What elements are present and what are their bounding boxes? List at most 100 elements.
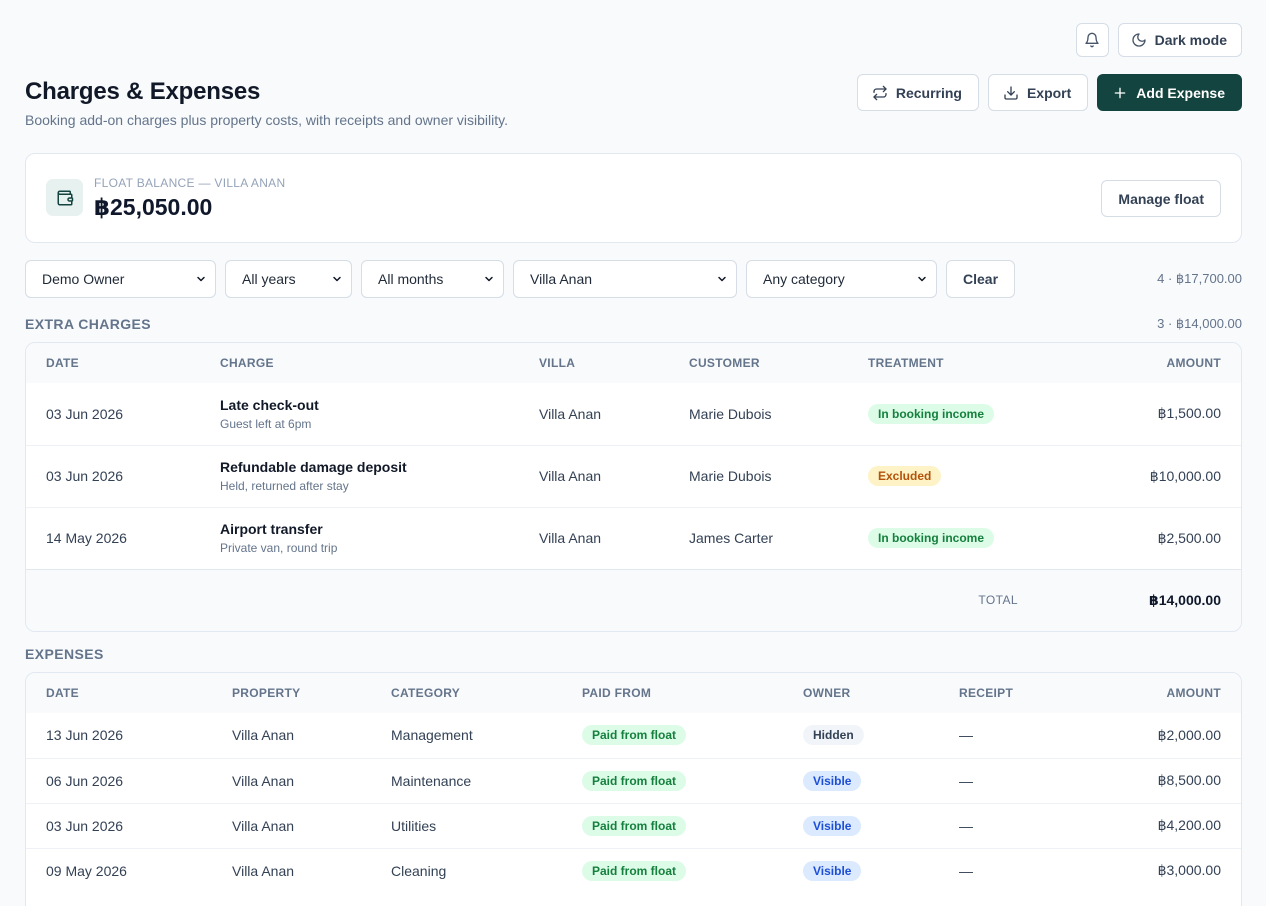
treatment-badge: In booking income [868,403,995,424]
paid-from-badge: Paid from float [582,815,687,836]
expenses-title: EXPENSES [25,646,104,662]
page-title: Charges & Expenses [25,78,261,105]
charge-name: Airport transfer [220,521,323,537]
column-header: PROPERTY [212,673,371,713]
owner-cell: Visible [783,757,939,803]
charge-customer: Marie Dubois [669,444,848,507]
expense-receipt: — [939,847,1089,893]
table-row[interactable]: 13 Jun 2026 Villa Anan Management Paid f… [26,713,1241,758]
plus-icon [1114,87,1126,98]
extra-charges-header: EXTRA CHARGES 3 · ฿14,000.00 [25,314,1242,334]
charge-name: Refundable damage deposit [220,459,407,475]
manage-float-button[interactable]: Manage float [1101,180,1221,217]
topbar: Dark mode [1075,23,1242,57]
owner-select[interactable]: Demo Owner [25,260,216,298]
category-select-value: Any category [763,271,845,287]
chevron-down-icon [333,276,341,282]
download-icon [1004,85,1018,100]
column-header: AMOUNT [1089,673,1241,713]
treatment-badge: Excluded [868,466,942,486]
charge-villa: Villa Anan [519,506,669,569]
chevron-down-icon [718,276,726,282]
column-header: DATE [26,343,200,383]
charge-cell: Airport transfer Private van, round trip [200,506,519,569]
charge-customer: James Carter [669,506,848,569]
charge-note: Held, returned after stay [220,479,349,493]
paid-from-cell: Paid from float [562,757,783,803]
table-row[interactable]: 09 May 2026 Villa Anan Cleaning Paid fro… [26,847,1241,893]
expense-date: 06 Jun 2026 [26,757,212,803]
expense-category: Management [391,727,473,744]
add-expense-button[interactable]: Add Expense [1097,74,1242,111]
table-row[interactable]: 03 Jun 2026 Villa Anan Utilities Paid fr… [26,802,1241,848]
expense-amount: ฿8,500.00 [1089,757,1241,803]
paid-from-cell: Paid from float [562,802,783,848]
expense-category: Utilities [371,802,562,848]
expense-category: Cleaning [371,847,562,893]
owner-visibility-badge[interactable]: Visible [803,770,862,791]
villa-select[interactable]: Villa Anan [513,260,737,298]
paid-from-badge: Paid from float [582,725,687,746]
charge-cell: Late check-out Guest left at 6pm [200,383,519,445]
column-header: CATEGORY [371,673,562,713]
dark-mode-button[interactable]: Dark mode [1117,23,1242,57]
charge-cell: Refundable damage deposit Held, returned… [200,444,519,507]
expense-date: 03 Jun 2026 [26,802,212,848]
paid-from-cell: Paid from float [562,847,783,893]
extra-charges-table: DATE CHARGE VILLA CUSTOMER TREATMENT AMO… [25,342,1242,632]
charge-date: 14 May 2026 [26,506,200,569]
charge-name: Late check-out [220,396,319,413]
expense-receipt: — [959,727,973,744]
chevron-down-icon [197,276,205,282]
charge-note: Guest left at 6pm [220,416,312,431]
expense-property: Villa Anan [212,847,371,893]
treatment-cell: In booking income [848,383,1038,445]
expense-property: Villa Anan [232,727,295,744]
year-select[interactable]: All years [225,260,352,298]
table-row[interactable]: 03 Jun 2026 Late check-out Guest left at… [26,383,1241,445]
wallet-icon [57,190,73,205]
owner-cell: Visible [783,847,939,893]
owner-visibility-badge[interactable]: Visible [803,860,862,881]
extra-charges-title: EXTRA CHARGES [25,316,152,332]
expense-amount: ฿4,200.00 [1089,802,1241,848]
table-row[interactable]: 06 Jun 2026 Villa Anan Maintenance Paid … [26,757,1241,803]
chevron-down-icon [918,276,926,282]
expense-date: 09 May 2026 [26,847,212,893]
expense-amount: ฿3,000.00 [1089,847,1241,893]
expense-property: Villa Anan [212,802,371,848]
recurring-button[interactable]: Recurring [856,74,979,111]
total-label: TOTAL [26,568,1038,631]
month-select[interactable]: All months [361,260,504,298]
owner-cell: Hidden [783,713,939,758]
treatment-badge: In booking income [868,528,995,548]
dark-mode-label: Dark mode [1154,32,1227,48]
clear-filters-button[interactable]: Clear [946,260,1016,298]
export-label: Export [1026,84,1072,101]
notifications-button[interactable] [1075,23,1109,57]
column-header: CUSTOMER [669,343,848,383]
charge-villa: Villa Anan [539,405,602,422]
month-select-value: All months [378,271,444,287]
villa-select-value: Villa Anan [530,271,593,287]
expense-date: 13 Jun 2026 [46,727,124,744]
owner-visibility-badge[interactable]: Hidden [803,725,864,746]
paid-from-cell: Paid from float [562,713,783,758]
owner-select-value: Demo Owner [42,271,125,287]
filters-bar: Demo Owner All years All months Villa An… [25,260,1242,298]
charge-date: 03 Jun 2026 [46,405,124,422]
category-select[interactable]: Any category [746,260,937,298]
column-header: RECEIPT [939,673,1089,713]
expense-category: Maintenance [371,757,562,803]
table-row[interactable]: 14 May 2026 Airport transfer Private van… [26,506,1241,569]
table-row[interactable]: 03 Jun 2026 Refundable damage deposit He… [26,444,1241,507]
wallet-icon-container [46,179,83,216]
extra-charges-meta: 3 · ฿14,000.00 [1157,316,1242,331]
owner-visibility-badge[interactable]: Visible [803,815,862,836]
page-subtitle: Booking add-on charges plus property cos… [25,112,508,128]
total-row: TOTAL ฿14,000.00 [26,568,1241,631]
float-balance-label: FLOAT BALANCE — VILLA ANAN [94,176,286,190]
export-button[interactable]: Export [987,74,1089,111]
charge-date: 03 Jun 2026 [26,444,200,507]
expense-receipt: — [939,802,1089,848]
